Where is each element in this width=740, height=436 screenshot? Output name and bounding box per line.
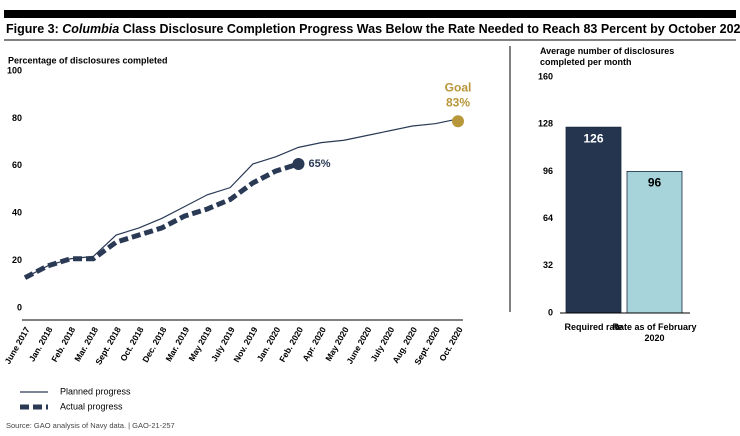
y-tick-label: 32 — [543, 260, 553, 270]
y-tick-label: 160 — [538, 71, 553, 81]
x-tick-label: Required rate — [564, 322, 623, 332]
legend-label: Actual progress — [60, 401, 123, 411]
figure-title: Figure 3: Columbia Class Disclosure Comp… — [6, 22, 740, 36]
y-tick-label: 96 — [543, 166, 553, 176]
y-tick-label: 20 — [12, 255, 22, 265]
y-tick-label: 60 — [12, 160, 22, 170]
data-label: 96 — [648, 176, 662, 190]
y-axis-title: Percentage of disclosures completed — [8, 55, 168, 65]
source: Source: GAO analysis of Navy data. | GAO… — [6, 421, 175, 430]
top-bar — [4, 10, 736, 18]
series-line — [24, 118, 459, 279]
bar — [626, 170, 683, 314]
y-tick-label: 64 — [543, 213, 553, 223]
y-tick-label: 0 — [17, 302, 22, 312]
y-tick-label: 100 — [7, 65, 22, 75]
y-tick-label: 0 — [548, 307, 553, 317]
title-part: Figure 3: — [6, 22, 62, 36]
end-point — [292, 157, 305, 170]
x-tick-label: Rate as of February 2020 — [612, 322, 697, 343]
data-label: 65% — [308, 158, 330, 170]
bar — [565, 126, 622, 314]
goal-point — [452, 115, 464, 128]
goal-label: Goal — [445, 80, 472, 94]
title-part: Columbia — [62, 22, 119, 36]
y-axis-title: Average number of disclosures completed … — [540, 46, 675, 67]
title-part: Class Disclosure Completion Progress Was… — [119, 22, 740, 36]
series-line — [23, 161, 300, 280]
y-tick-label: 128 — [538, 119, 553, 129]
data-label: 126 — [583, 131, 603, 145]
y-tick-label: 40 — [12, 208, 22, 218]
legend-label: Planned progress — [60, 386, 131, 396]
goal-value-label: 83% — [446, 95, 470, 109]
y-tick-label: 80 — [12, 113, 22, 123]
